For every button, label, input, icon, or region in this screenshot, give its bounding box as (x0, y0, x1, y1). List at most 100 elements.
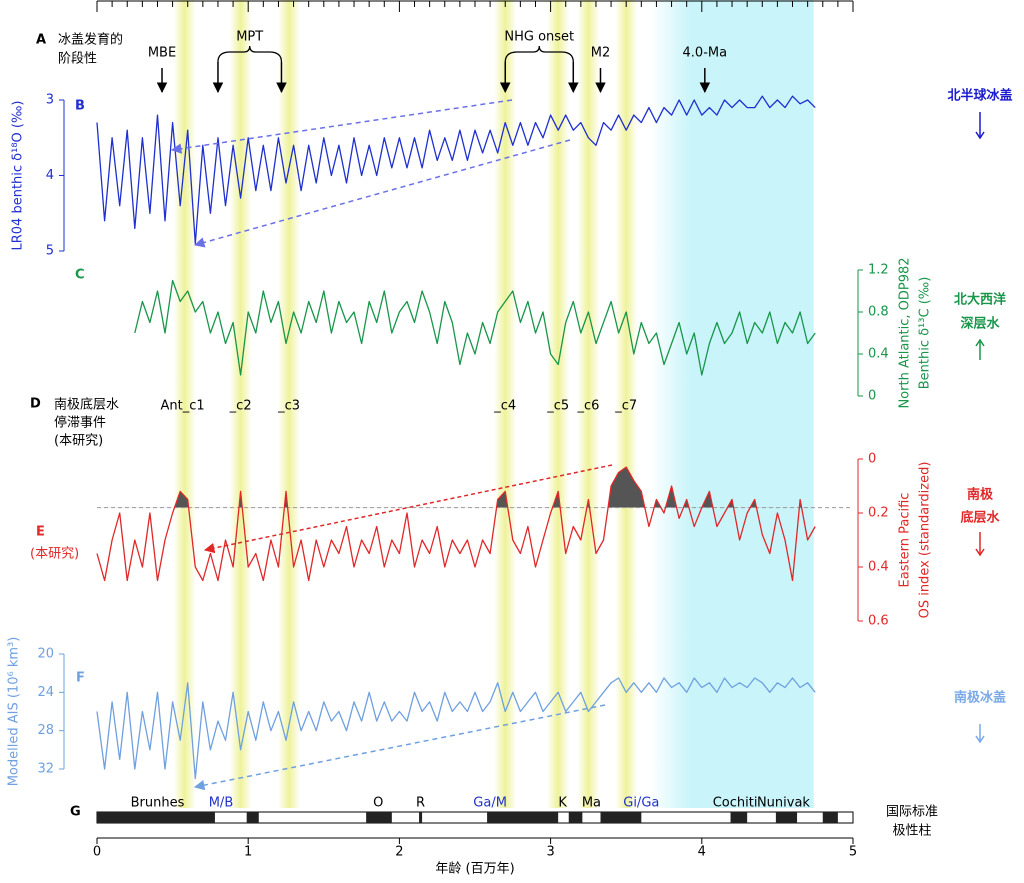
panel-letter: B (75, 99, 85, 114)
event-brace (217, 45, 283, 63)
chron-label: Nunivak (757, 796, 810, 811)
warm-interval (650, 0, 814, 808)
normal-chron (775, 812, 798, 823)
y-axis-label: LR04 benthic δ¹⁸O (‰) (11, 101, 26, 251)
series-line (96, 677, 816, 780)
trend-arrow (193, 704, 606, 791)
panel-letter: G (70, 805, 81, 820)
stagnation-band (278, 0, 301, 808)
stagnation-band (173, 0, 196, 808)
panel-d-text: 停滞事件 (54, 415, 106, 431)
y-tick-label: 0.6 (868, 614, 889, 629)
trend-arrow (203, 464, 613, 554)
side-arrow-head (975, 735, 985, 744)
normal-chron (366, 812, 392, 823)
chron-label: Ga/M (473, 796, 507, 811)
stagnation-label: _c3 (277, 399, 300, 414)
polarity-title: 极性柱 (892, 824, 931, 839)
trend-arrow (193, 139, 571, 248)
series-line (134, 279, 816, 376)
stagnation-band (577, 0, 600, 808)
side-label: 南极 (967, 487, 994, 503)
panel-letter: E (36, 525, 45, 540)
normal-chron (568, 812, 583, 823)
y-tick-label: 1.2 (868, 263, 889, 278)
foreground-layer: Ant_c1 _c2 _c3 _c4 _c5 _c6 _c7 0 1 2 3 4 5 年龄 (百万年) A 冰… (7, 0, 1013, 877)
y-tick-label: 3 (46, 93, 54, 108)
stagnation-label: _c6 (576, 399, 599, 414)
x-tick-label: 1 (244, 845, 252, 860)
y-tick-label: 0.4 (868, 560, 889, 575)
side-arrow-head (975, 548, 985, 557)
series-line (96, 466, 816, 582)
side-label: 北半球冰盖 (947, 88, 1012, 104)
event-label: NHG onset (504, 30, 574, 45)
panel-letter: F (76, 671, 85, 686)
normal-chron (487, 812, 559, 823)
chron-label: K (558, 796, 567, 811)
polarity-title: 国际标准 (886, 805, 938, 820)
x-tick-label: 2 (395, 845, 403, 860)
panel-letter: D (30, 397, 41, 412)
event-brace (504, 45, 574, 63)
event-label: MBE (148, 46, 176, 61)
chron-label: O (373, 796, 383, 811)
stagnation-band (229, 0, 252, 808)
normal-chron (246, 812, 259, 823)
normal-chron (97, 812, 215, 823)
side-arrow-head (975, 131, 985, 140)
y-tick-label: 0.8 (868, 305, 889, 320)
stagnation-band (494, 0, 517, 808)
panel-letter: C (75, 268, 85, 283)
panel-sublabel: (本研究) (30, 547, 79, 562)
y-tick-label: 5 (46, 244, 54, 259)
y-tick-label: 28 (37, 723, 54, 738)
y-tick-label: 0.2 (868, 506, 889, 521)
stagnation-label: _c7 (614, 399, 637, 414)
side-label: 底层水 (960, 510, 1000, 526)
trend-arrow (170, 99, 513, 154)
x-tick-label: 5 (849, 845, 857, 860)
panel-d-text: 南极底层水 (54, 397, 119, 413)
panel-a-text: 阶段性 (58, 52, 97, 67)
chron-label: R (416, 796, 425, 811)
event-label: MPT (236, 30, 263, 45)
y-tick-label: 0.4 (868, 347, 889, 362)
y-tick-label: 0 (868, 389, 876, 404)
normal-chron (822, 812, 838, 823)
y-tick-label: 0 (868, 452, 876, 467)
side-label: 南极冰盖 (954, 690, 1006, 706)
chron-label: M/B (209, 796, 234, 811)
chron-label: Cochiti (713, 796, 758, 811)
series-line (96, 95, 816, 245)
chron-label: Brunhes (131, 796, 185, 811)
y-axis-label: OS index (standardized) (918, 462, 933, 619)
y-axis-label: Eastern Pacific (898, 493, 913, 588)
normal-chron (600, 812, 642, 823)
chron-label: Gi/Ga (623, 796, 659, 811)
x-tick-label: 4 (698, 845, 706, 860)
chron-label: Ma (582, 796, 601, 811)
x-axis-label: 年龄 (百万年) (435, 862, 514, 877)
panel-a-text: 冰盖发育的 (58, 32, 123, 48)
stagnation-label: Ant_c1 (161, 399, 205, 414)
y-tick-label: 4 (46, 168, 54, 183)
side-arrow-head (975, 338, 985, 347)
normal-chron (730, 812, 748, 823)
x-tick-label: 3 (546, 845, 554, 860)
x-tick-label: 0 (93, 845, 101, 860)
y-tick-label: 20 (37, 647, 54, 662)
stagnation-label: _c4 (493, 399, 516, 414)
stagnation-band (547, 0, 570, 808)
stagnation-label: _c2 (229, 399, 252, 414)
panel-d-text: (本研究) (54, 434, 103, 449)
side-label: 深层水 (960, 316, 1000, 332)
y-tick-label: 24 (37, 685, 54, 700)
event-label: 4.0-Ma (683, 46, 728, 61)
y-axis-label: North Atlantic, ODP982 (898, 257, 913, 408)
y-tick-label: 32 (37, 762, 54, 777)
y-axis-label: Modelled AIS (10⁶ km³) (7, 637, 22, 787)
normal-chron (419, 812, 423, 823)
